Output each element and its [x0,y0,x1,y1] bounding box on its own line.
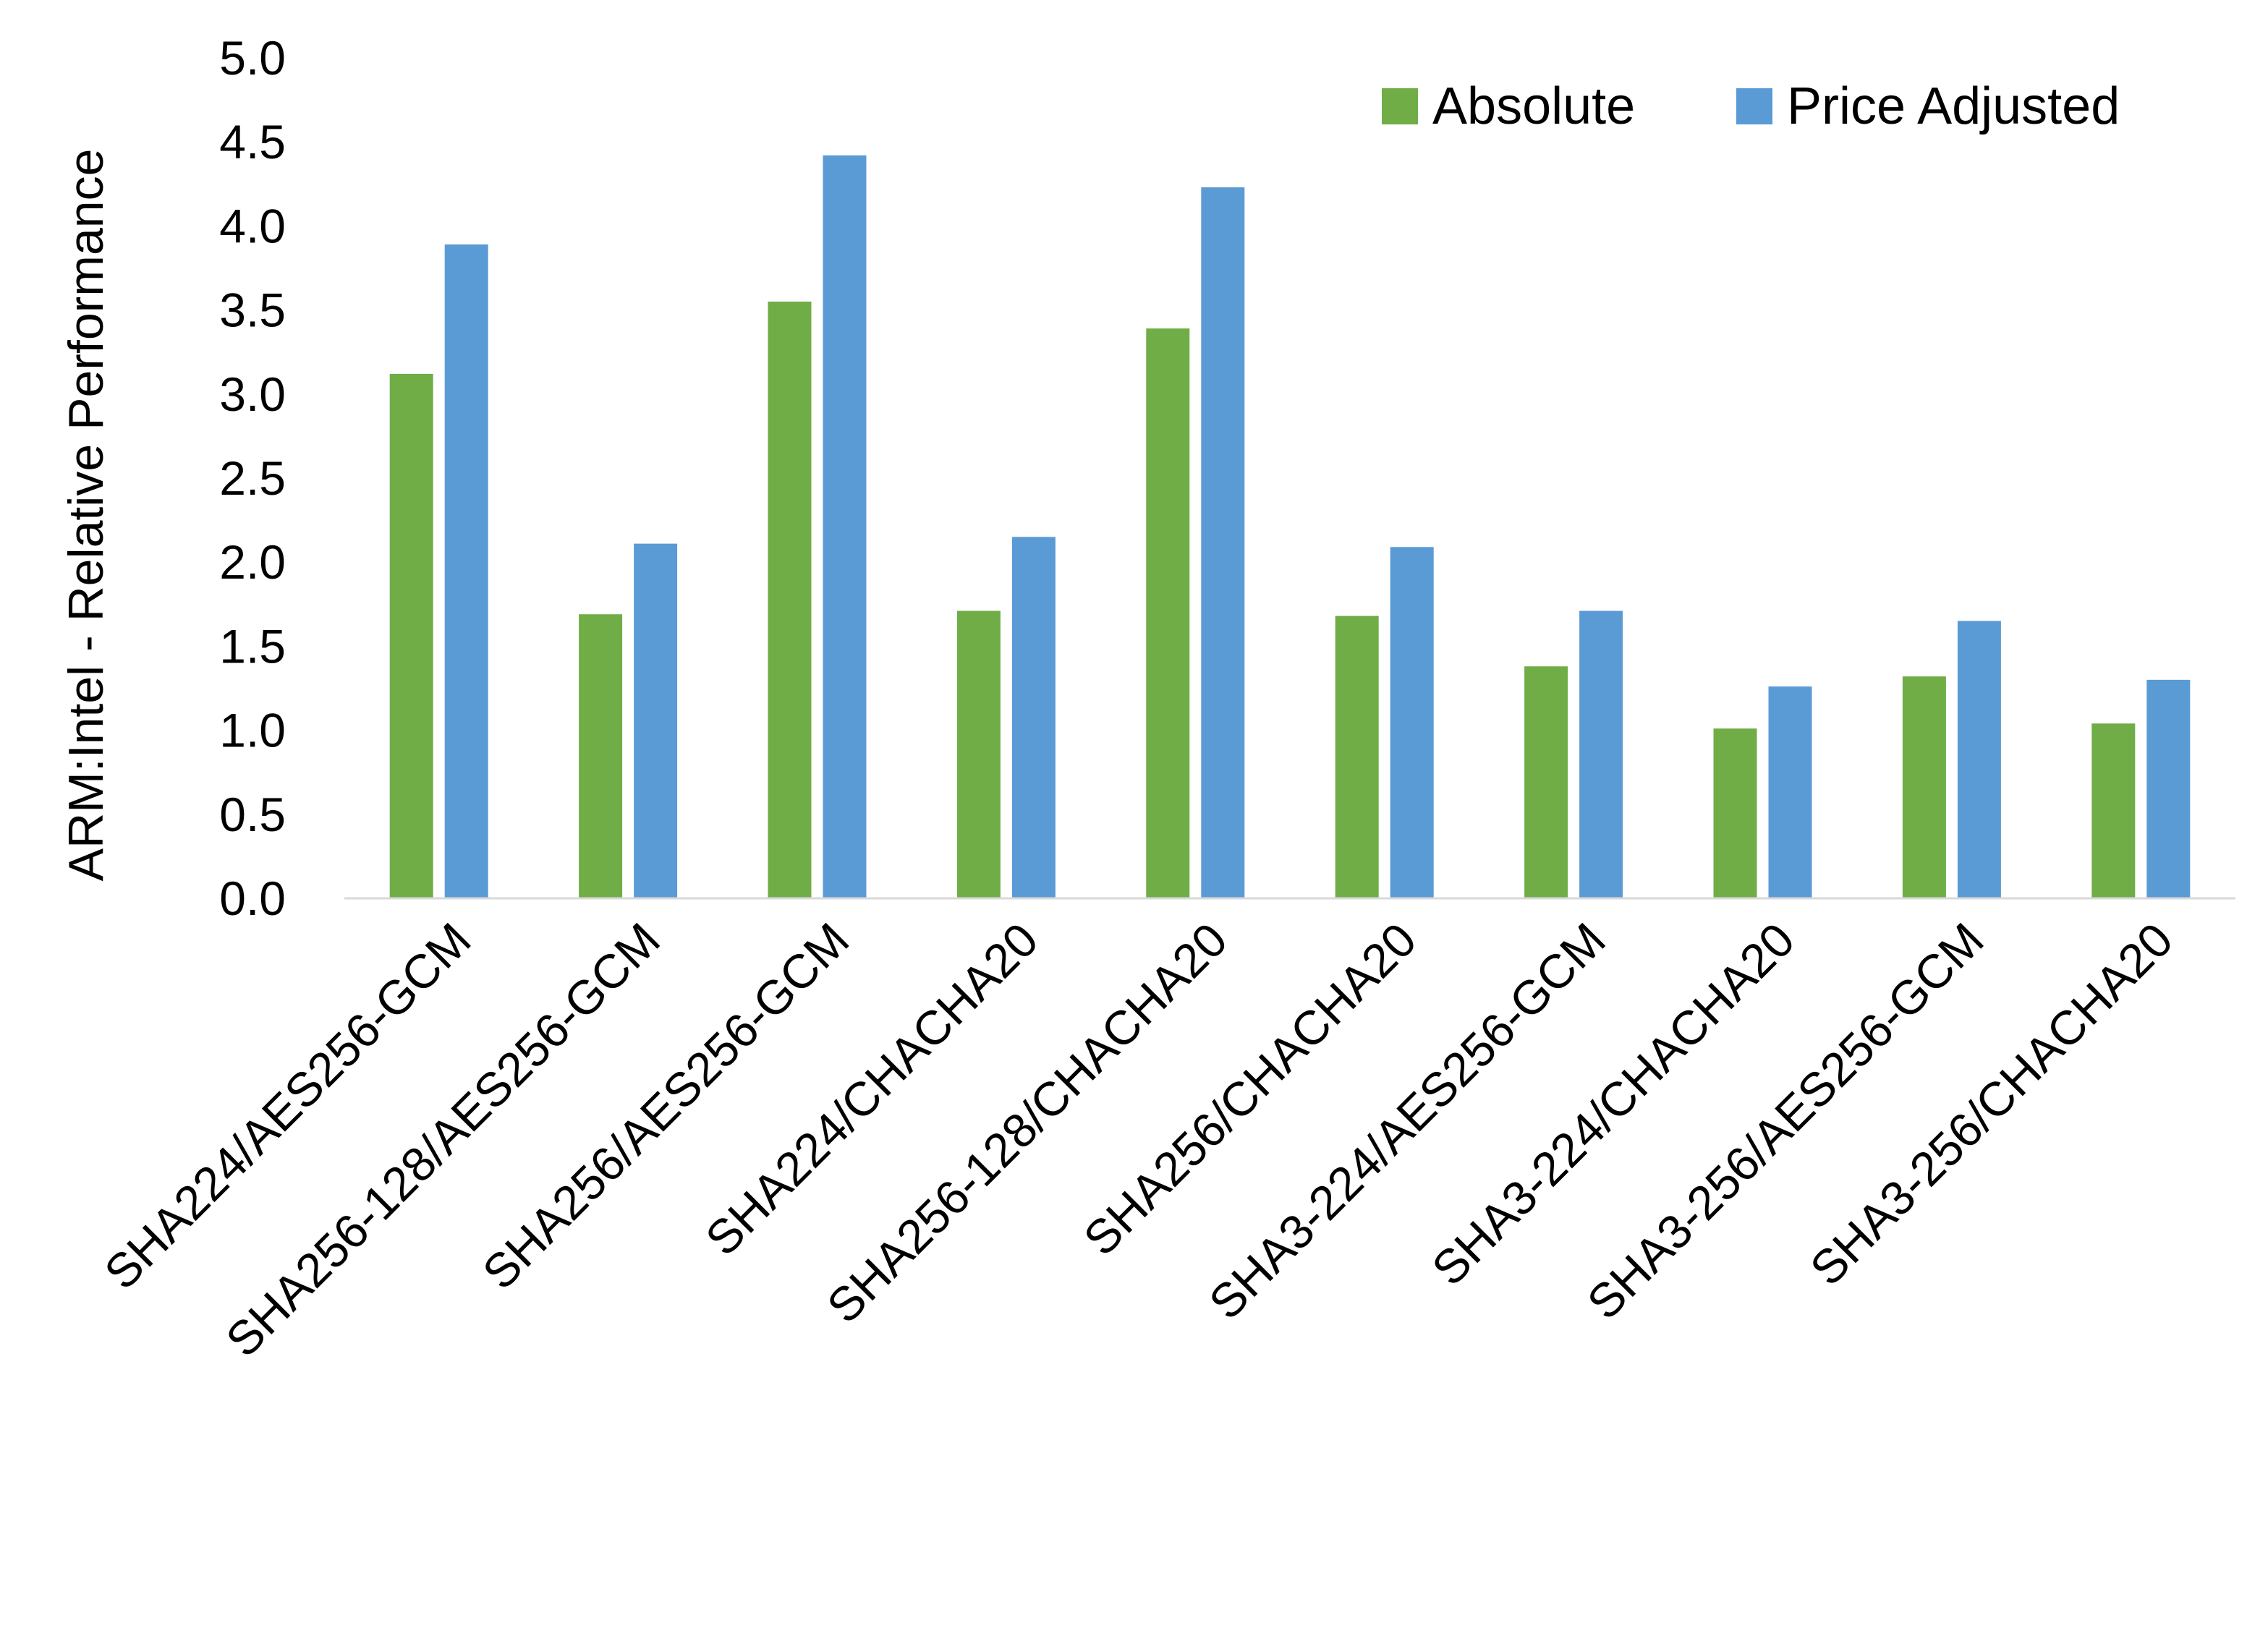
y-tick-label: 2.0 [219,535,286,589]
bar-absolute [1524,666,1568,898]
bar-price-adjusted [2146,679,2191,898]
bar-price-adjusted [1768,686,1812,898]
y-tick-label: 3.5 [219,284,286,337]
y-axis-label: ARM:Intel - Relative Performance [59,149,114,882]
x-category-label: SHA3-256/AES256-GCM [1577,913,1994,1329]
bar-price-adjusted [1390,547,1434,898]
bar-absolute [389,373,433,898]
x-category-label: SHA224/CHACHA20 [695,913,1048,1266]
legend: Absolute Price Adjusted [1382,77,2120,135]
bar-price-adjusted [634,543,678,898]
bar-absolute [768,301,812,899]
bar-absolute [1713,728,1757,898]
bar-price-adjusted [444,244,488,898]
y-tick-label: 1.0 [219,704,286,757]
bar-absolute [956,610,1001,898]
y-tick-label: 4.0 [219,199,286,252]
y-axis-ticks: 0.0 0.5 1.0 1.5 2.0 2.5 3.0 3.5 4.0 4.5 5.0 [219,31,286,925]
x-category-label: SHA256-128/CHACHA20 [817,913,1238,1334]
x-category-label: SHA256/CHACHA20 [1073,913,1426,1266]
y-tick-label: 2.5 [219,451,286,505]
x-category-label: SHA3-224/AES256-GCM [1199,913,1615,1329]
x-category-label: SHA3-224/CHACHA20 [1422,913,1805,1296]
bar-price-adjusted [1957,621,2001,898]
bar-price-adjusted [1011,537,1056,898]
bar-price-adjusted [1579,610,1623,898]
bar-absolute [1146,328,1190,898]
legend-label: Absolute [1432,77,1635,135]
legend-swatch [1382,88,1418,124]
y-tick-label: 3.0 [219,367,286,421]
x-category-label: SHA3-256/CHACHA20 [1800,913,2183,1296]
bar-absolute [1335,616,1379,898]
legend-swatch [1736,88,1772,124]
y-tick-label: 4.5 [219,115,286,169]
y-tick-label: 1.5 [219,619,286,673]
y-tick-label: 5.0 [219,31,286,85]
bar-absolute [2091,723,2136,898]
bar-absolute [579,614,623,898]
x-axis-labels: SHA224/AES256-GCMSHA256-128/AES256-GCMSH… [94,913,2183,1367]
y-tick-label: 0.0 [219,872,286,925]
bar-price-adjusted [823,155,867,899]
bars [389,155,2191,899]
y-tick-label: 0.5 [219,788,286,841]
bar-absolute [1902,676,1946,898]
bar-price-adjusted [1201,187,1245,898]
x-category-label: SHA224/AES256-GCM [94,913,481,1300]
legend-label: Price Adjusted [1787,77,2120,135]
x-category-label: SHA256/AES256-GCM [472,913,859,1300]
